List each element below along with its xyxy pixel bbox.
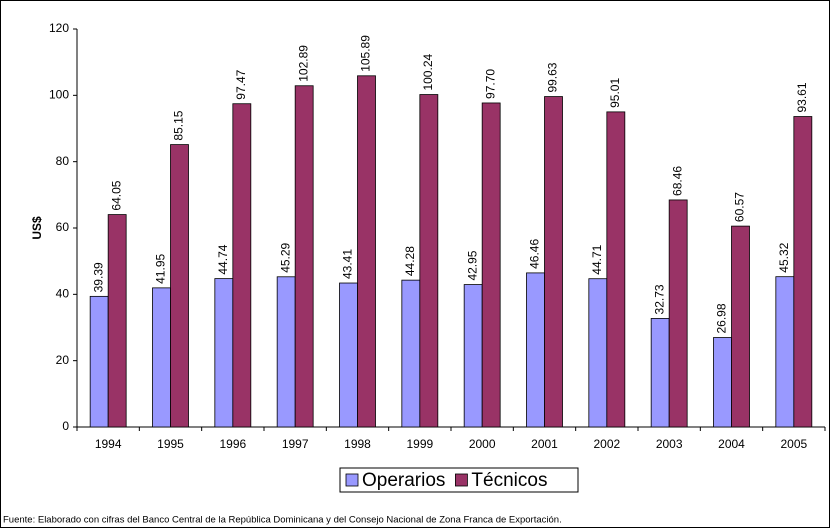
bar xyxy=(544,96,563,428)
value-label: 32.73 xyxy=(652,284,666,314)
value-label: 100.24 xyxy=(421,54,435,91)
value-label: 46.46 xyxy=(528,239,542,269)
value-label: 60.57 xyxy=(733,192,747,222)
x-tick-label: 2005 xyxy=(780,437,807,451)
y-tick-label: 40 xyxy=(56,287,70,301)
bar xyxy=(276,276,296,428)
value-label: 68.46 xyxy=(670,166,684,196)
value-label: 39.39 xyxy=(91,262,105,292)
value-label: 105.89 xyxy=(359,35,373,72)
legend-label: Técnicos xyxy=(471,470,547,491)
bar xyxy=(588,278,608,428)
x-tick-label: 1995 xyxy=(157,437,184,451)
y-tick-label: 80 xyxy=(56,154,70,168)
y-axis-label: US$ xyxy=(30,216,44,240)
legend-box xyxy=(339,467,579,493)
bar xyxy=(713,337,732,428)
value-label: 44.71 xyxy=(590,244,604,274)
legend-swatch xyxy=(455,473,468,487)
bar xyxy=(107,214,127,428)
x-tick-label: 1996 xyxy=(219,437,246,451)
bar xyxy=(775,276,795,428)
bar xyxy=(357,75,376,428)
y-tick-label: 120 xyxy=(49,21,69,35)
value-label: 102.89 xyxy=(296,45,310,82)
bar xyxy=(170,144,189,428)
x-tick-label: 2004 xyxy=(718,437,745,451)
y-tick-label: 60 xyxy=(56,220,70,234)
value-label: 95.01 xyxy=(608,78,622,108)
value-label: 45.29 xyxy=(278,242,292,272)
bar xyxy=(152,287,171,428)
bar xyxy=(419,94,439,428)
bar xyxy=(232,103,252,428)
y-tick-label: 20 xyxy=(56,353,70,367)
value-label: 93.61 xyxy=(795,82,809,112)
value-label: 26.98 xyxy=(715,303,729,333)
bar xyxy=(214,278,234,428)
bar xyxy=(606,111,626,428)
x-tick-label: 2001 xyxy=(531,437,558,451)
value-label: 99.63 xyxy=(546,62,560,92)
bar xyxy=(481,102,501,428)
value-label: 97.70 xyxy=(483,69,497,99)
y-tick-label: 100 xyxy=(49,88,69,102)
bar xyxy=(339,282,358,428)
bar xyxy=(793,116,813,428)
source-note: Fuente: Elaborado con cifras del Banco C… xyxy=(3,515,562,526)
x-tick-label: 2002 xyxy=(593,437,620,451)
bar xyxy=(401,279,421,428)
value-label: 43.41 xyxy=(341,249,355,279)
bar xyxy=(294,85,314,428)
value-label: 44.74 xyxy=(216,244,230,274)
value-label: 42.95 xyxy=(465,250,479,280)
x-tick-label: 1997 xyxy=(282,437,309,451)
value-label: 45.32 xyxy=(777,242,791,272)
bar xyxy=(650,318,670,428)
x-tick-label: 1994 xyxy=(95,437,122,451)
bar xyxy=(668,199,688,428)
bar xyxy=(89,295,109,428)
value-label: 97.47 xyxy=(234,69,248,99)
x-tick-label: 2003 xyxy=(656,437,683,451)
value-label: 41.95 xyxy=(154,254,168,284)
x-tick-label: 1999 xyxy=(406,437,433,451)
legend-label: Operarios xyxy=(362,470,445,491)
value-label: 85.15 xyxy=(172,110,186,140)
bar xyxy=(463,284,483,428)
y-tick-label: 0 xyxy=(62,419,69,433)
bar xyxy=(526,272,545,428)
x-tick-label: 2000 xyxy=(469,437,496,451)
legend-swatch xyxy=(345,473,359,487)
value-label: 64.05 xyxy=(109,180,123,210)
bar xyxy=(731,225,750,428)
x-tick-label: 1998 xyxy=(344,437,371,451)
value-label: 44.28 xyxy=(403,246,417,276)
